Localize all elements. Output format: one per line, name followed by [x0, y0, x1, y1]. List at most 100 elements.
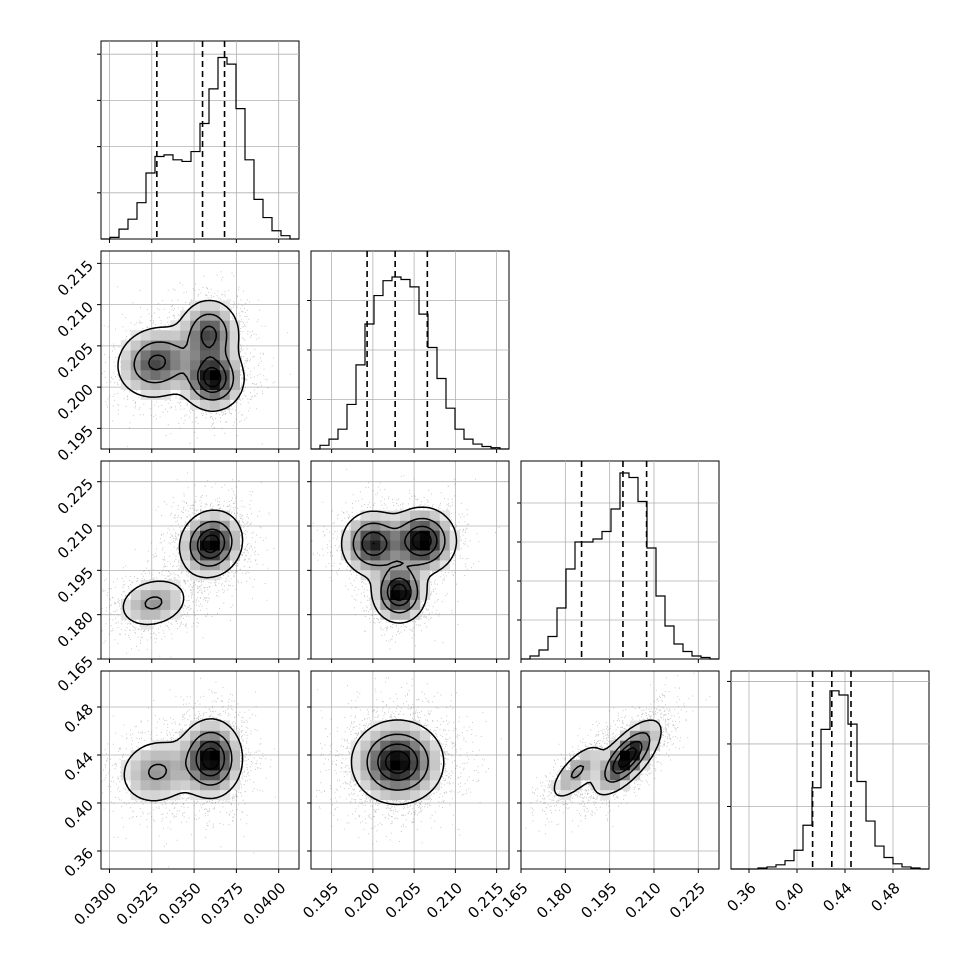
density-cell [629, 760, 641, 771]
density-cell [610, 779, 621, 791]
density-cell [200, 540, 211, 551]
density-cell [419, 530, 431, 541]
density-cell [120, 359, 132, 371]
density-cell [570, 779, 581, 791]
density-cell [560, 779, 571, 791]
density-cell [170, 760, 181, 771]
density-panel-3-1 [307, 670, 510, 873]
contour-level-1 [144, 520, 233, 610]
density-cell [639, 740, 651, 751]
density-cell [429, 520, 441, 531]
density-cell [200, 399, 211, 410]
density-cell [180, 320, 191, 331]
density-cell [410, 589, 421, 600]
density-cell [380, 589, 391, 600]
density-cell [380, 770, 391, 781]
density-cell [209, 730, 221, 741]
density-cell [160, 589, 171, 600]
density-cell [140, 589, 151, 600]
contour-level-3 [201, 747, 220, 770]
density-cell [140, 369, 151, 381]
density-cell [130, 369, 141, 381]
density-cell [130, 770, 141, 781]
density-cell [380, 789, 391, 801]
density-cell [229, 340, 240, 351]
density-cell [360, 779, 371, 791]
density-cell [190, 330, 201, 341]
density-cell [200, 510, 211, 521]
density-cell [160, 340, 171, 351]
density-cell [150, 330, 161, 341]
density-cell [370, 530, 381, 541]
density-cell [190, 340, 201, 351]
density-cell [360, 550, 371, 561]
density-cell [610, 770, 621, 781]
density-cell [219, 560, 231, 571]
density-cell [419, 779, 431, 791]
density-cell [219, 760, 231, 771]
density-cell [130, 750, 141, 761]
density-cell [390, 520, 401, 531]
density-cell [229, 540, 240, 551]
density-cell [439, 520, 450, 531]
density-cell [150, 740, 161, 751]
x-tick-label: 0.205 [382, 879, 425, 922]
density-cell [570, 770, 581, 781]
density-cell [130, 609, 141, 620]
density-cell [170, 359, 181, 371]
density-cell [190, 540, 201, 551]
density-cell [370, 779, 381, 791]
density-cell [200, 789, 211, 801]
x-tick-label: 0.0350 [155, 879, 205, 929]
density-cell [209, 320, 221, 331]
density-cell [380, 579, 391, 591]
density-cell [180, 770, 191, 781]
density-cell [600, 760, 611, 771]
density-cell [649, 720, 660, 731]
density-cell [200, 369, 211, 381]
density-cell [219, 750, 231, 761]
density-cell [219, 770, 231, 781]
density-cell [229, 389, 240, 400]
density-cell [130, 340, 141, 351]
density-cell [229, 750, 240, 761]
density-cell [209, 330, 221, 341]
density-cell [429, 760, 441, 771]
density-cell [170, 599, 181, 610]
density-cell [160, 770, 171, 781]
contour-level-1 [133, 313, 235, 401]
density-cell [200, 520, 211, 531]
density-cell [390, 789, 401, 801]
contour-level-0 [123, 718, 244, 802]
density-cell [410, 579, 421, 591]
density-cell [140, 579, 151, 591]
density-cell [410, 789, 421, 801]
density-cell [219, 550, 231, 561]
density-cell [390, 530, 401, 541]
density-cell [219, 720, 231, 731]
hist-step [101, 56, 299, 240]
density-cell [429, 550, 441, 561]
density-cell [229, 530, 240, 541]
density-cell [360, 569, 371, 581]
x-tick-label: 0.195 [577, 879, 620, 922]
density-cell [229, 760, 240, 771]
density-cell [190, 550, 201, 561]
density-panel-2-1 [307, 460, 510, 663]
density-cell [170, 320, 181, 331]
density-cell [370, 520, 381, 531]
density-cell [140, 779, 151, 791]
density-cell [150, 609, 161, 620]
density-cell [180, 730, 191, 741]
density-cell [190, 720, 201, 731]
density-cell [219, 340, 231, 351]
density-cell [560, 770, 571, 781]
density-cell [219, 350, 231, 361]
x-tick-label: 0.48 [867, 879, 903, 915]
density-cell [590, 750, 601, 761]
hist-panel-2 [517, 460, 720, 663]
density-cell [130, 589, 141, 600]
density-cell [390, 779, 401, 791]
y-tick-label: 0.40 [61, 796, 97, 832]
density-cell [190, 300, 201, 311]
